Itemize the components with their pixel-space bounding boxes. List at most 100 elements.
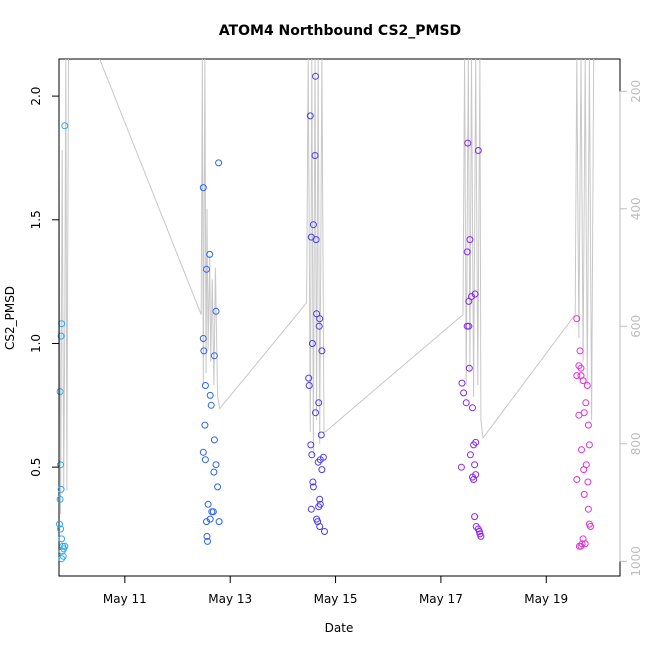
data-point bbox=[315, 503, 323, 511]
data-point bbox=[201, 456, 209, 464]
x-tick-label: May 13 bbox=[208, 592, 252, 606]
data-point bbox=[56, 520, 63, 528]
data-point bbox=[471, 461, 479, 469]
data-point bbox=[309, 221, 317, 229]
y-tick-label: 2.0 bbox=[29, 87, 43, 106]
data-point bbox=[584, 505, 592, 513]
data-point bbox=[203, 518, 210, 526]
data-point bbox=[587, 523, 594, 530]
data-point bbox=[307, 441, 315, 449]
data-point bbox=[585, 441, 593, 449]
data-point bbox=[206, 391, 214, 399]
y-tick-label: 0.5 bbox=[29, 458, 43, 477]
data-point bbox=[312, 72, 319, 80]
data-point bbox=[203, 265, 210, 273]
data-point bbox=[316, 495, 324, 503]
data-point bbox=[474, 147, 482, 154]
data-point bbox=[203, 532, 211, 540]
data-point bbox=[573, 476, 581, 483]
data-point bbox=[460, 389, 468, 397]
data-point bbox=[215, 159, 223, 167]
data-point bbox=[316, 315, 324, 323]
data-point bbox=[583, 382, 591, 389]
data-point bbox=[201, 382, 209, 389]
axes-group: May 11 May 13 May 15 May 17 May 19 0.5 1.0 1.5 2… bbox=[29, 80, 643, 606]
data-point bbox=[61, 122, 69, 130]
data-point bbox=[575, 542, 583, 550]
data-point bbox=[465, 322, 473, 330]
data-point bbox=[57, 461, 65, 469]
data-point bbox=[466, 451, 474, 459]
data-point bbox=[470, 476, 478, 483]
data-point bbox=[584, 478, 592, 486]
data-point bbox=[573, 372, 581, 380]
data-point bbox=[457, 463, 465, 471]
data-point bbox=[308, 451, 316, 459]
data-point bbox=[462, 399, 470, 407]
data-point bbox=[210, 352, 218, 360]
data-point bbox=[199, 448, 207, 456]
chart-title: ATOM4 Northbound CS2_PMSD bbox=[219, 23, 461, 39]
x-axis-label: Date bbox=[325, 621, 354, 635]
y-tick-label: 1.0 bbox=[29, 334, 43, 353]
data-point bbox=[210, 436, 218, 444]
plot-area bbox=[58, 58, 621, 577]
data-point bbox=[314, 458, 322, 466]
data-point bbox=[321, 528, 328, 535]
data-point bbox=[573, 315, 581, 323]
data-point bbox=[315, 399, 323, 407]
data-point bbox=[466, 236, 474, 244]
y-tick-label: 1.5 bbox=[29, 210, 43, 229]
series-line-group bbox=[59, 59, 595, 515]
data-point bbox=[477, 532, 485, 540]
data-point bbox=[318, 347, 326, 355]
data-point bbox=[207, 401, 215, 409]
data-point bbox=[206, 250, 214, 258]
x-tick-label: May 15 bbox=[314, 592, 358, 606]
data-point bbox=[580, 409, 588, 417]
data-point bbox=[305, 374, 313, 382]
data-point bbox=[215, 518, 223, 526]
secondary-tick-label: 1000 bbox=[629, 546, 643, 577]
data-point bbox=[309, 478, 317, 486]
data-point bbox=[584, 421, 592, 429]
data-point bbox=[312, 409, 319, 417]
data-point bbox=[212, 307, 220, 315]
secondary-tick-label: 600 bbox=[629, 315, 643, 338]
data-point bbox=[318, 466, 326, 474]
data-point bbox=[214, 483, 222, 491]
data-point bbox=[204, 500, 212, 508]
data-point bbox=[312, 236, 320, 244]
data-point bbox=[580, 466, 588, 474]
data-point bbox=[199, 184, 207, 192]
data-point bbox=[200, 347, 208, 355]
x-tick-label: May 11 bbox=[103, 592, 147, 606]
data-point bbox=[317, 431, 325, 439]
data-point bbox=[58, 555, 66, 563]
data-point bbox=[577, 364, 585, 372]
data-point bbox=[58, 535, 66, 543]
data-point bbox=[204, 537, 211, 545]
data-point bbox=[580, 490, 588, 498]
secondary-tick-label: 200 bbox=[629, 80, 643, 103]
data-point bbox=[57, 332, 65, 340]
data-point bbox=[56, 495, 64, 503]
data-point bbox=[313, 310, 321, 318]
data-point bbox=[471, 513, 479, 521]
data-point bbox=[311, 152, 319, 159]
secondary-tick-label: 800 bbox=[629, 432, 643, 455]
data-point bbox=[57, 525, 65, 533]
data-point bbox=[57, 485, 65, 493]
x-tick-label: May 19 bbox=[524, 592, 568, 606]
data-point bbox=[199, 335, 207, 342]
data-point bbox=[212, 461, 220, 469]
data-point bbox=[577, 372, 585, 380]
data-point bbox=[469, 404, 476, 412]
data-point bbox=[305, 382, 313, 389]
data-point bbox=[210, 468, 218, 476]
data-point bbox=[465, 297, 473, 305]
y-axis-label: CS2_PMSD bbox=[3, 286, 17, 350]
data-point bbox=[315, 322, 323, 330]
data-point bbox=[316, 523, 324, 530]
data-point bbox=[56, 388, 64, 396]
